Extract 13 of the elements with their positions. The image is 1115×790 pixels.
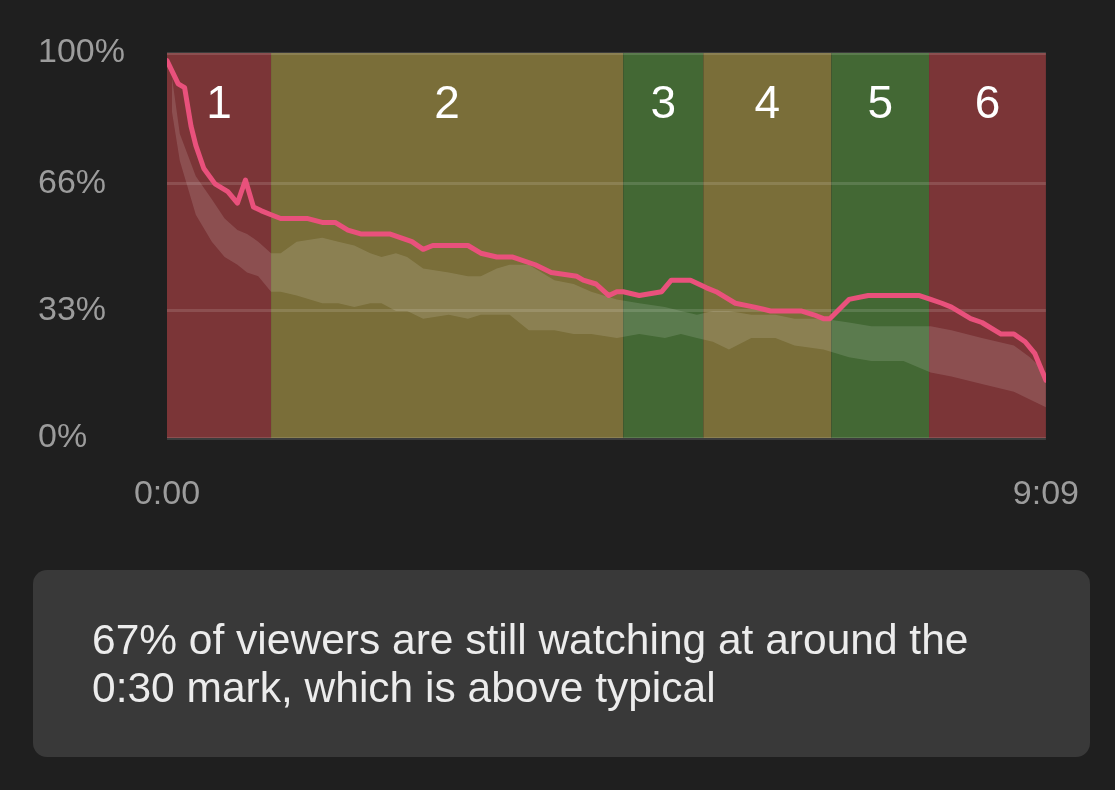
x-tick-label: 9:09	[1012, 472, 1080, 511]
band-label: 6	[974, 75, 1001, 128]
x-tick-label: 0:00	[133, 472, 201, 511]
band-label: 4	[754, 75, 781, 128]
note-panel: 67% of viewers are still watching at around the 0:30 mark, which is above typical	[33, 570, 1090, 757]
y-tick-label: 100%	[38, 31, 125, 70]
band-label: 1	[206, 75, 232, 128]
band-label: 5	[867, 75, 894, 128]
y-tick-label: 66%	[38, 162, 107, 201]
y-tick-label: 33%	[38, 289, 107, 328]
y-tick-label: 0%	[38, 416, 88, 455]
band-label: 2	[434, 75, 460, 128]
band-label: 3	[650, 75, 677, 128]
